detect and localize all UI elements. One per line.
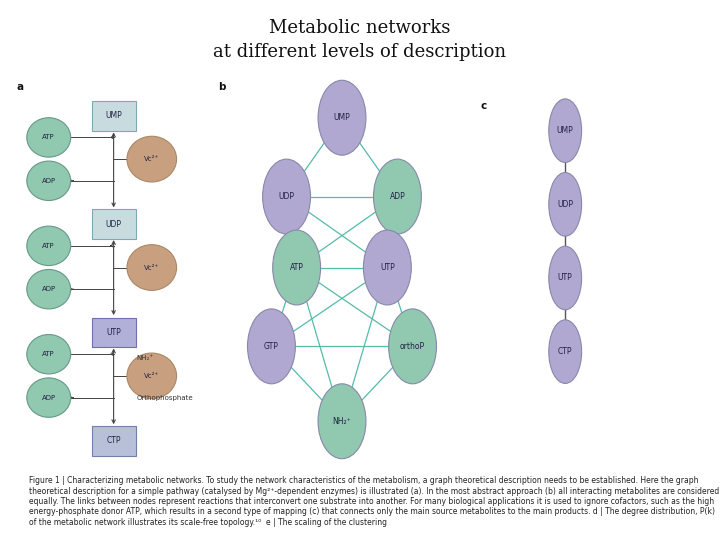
Text: CTP: CTP [558,347,572,356]
Text: UTP: UTP [380,263,395,272]
Text: ATP: ATP [42,134,55,140]
Text: UMP: UMP [333,113,351,122]
Ellipse shape [248,309,295,384]
Text: at different levels of description: at different levels of description [213,43,507,61]
Text: NH₂⁺: NH₂⁺ [333,417,351,426]
Ellipse shape [374,159,421,234]
Ellipse shape [389,309,436,384]
Ellipse shape [27,269,71,309]
Text: UTP: UTP [558,273,572,282]
Text: b: b [219,82,226,92]
Text: NH₂⁺: NH₂⁺ [137,355,153,361]
Text: Figure 1 | Characterizing metabolic networks. To study the network characteristi: Figure 1 | Characterizing metabolic netw… [29,476,719,527]
Ellipse shape [549,99,582,163]
Ellipse shape [318,384,366,458]
Ellipse shape [27,334,71,374]
Text: ATP: ATP [42,351,55,357]
Ellipse shape [549,172,582,236]
FancyBboxPatch shape [91,318,135,347]
Text: orthoP: orthoP [400,342,425,351]
Text: UDP: UDP [279,192,294,201]
Ellipse shape [273,230,320,305]
Text: UMP: UMP [557,126,574,135]
Ellipse shape [318,80,366,155]
Text: UMP: UMP [105,111,122,120]
Text: ADP: ADP [42,286,56,292]
Ellipse shape [27,378,71,417]
FancyBboxPatch shape [91,426,135,456]
Ellipse shape [27,118,71,157]
Text: Vc²⁺: Vc²⁺ [144,156,159,162]
Ellipse shape [127,353,176,399]
Text: UDP: UDP [557,200,573,209]
Text: Metabolic networks: Metabolic networks [269,19,451,37]
Text: ATP: ATP [42,243,55,249]
Text: ADP: ADP [390,192,405,201]
Text: Vc²⁺: Vc²⁺ [144,265,159,271]
Ellipse shape [549,320,582,383]
Text: Vc²⁺: Vc²⁺ [144,373,159,379]
Text: GTP: GTP [264,342,279,351]
Text: c: c [480,100,487,111]
Ellipse shape [127,245,176,291]
FancyBboxPatch shape [91,210,135,239]
Ellipse shape [27,161,71,200]
Text: Orthophosphate: Orthophosphate [137,395,193,401]
Text: ADP: ADP [42,395,56,401]
Ellipse shape [27,226,71,266]
Text: UDP: UDP [106,220,122,228]
Text: CTP: CTP [107,436,121,446]
Ellipse shape [263,159,310,234]
Ellipse shape [364,230,411,305]
Text: a: a [17,82,24,92]
Ellipse shape [549,246,582,310]
FancyBboxPatch shape [91,101,135,131]
Ellipse shape [127,136,176,182]
Text: ATP: ATP [289,263,304,272]
Text: ADP: ADP [42,178,56,184]
Text: UTP: UTP [107,328,121,337]
